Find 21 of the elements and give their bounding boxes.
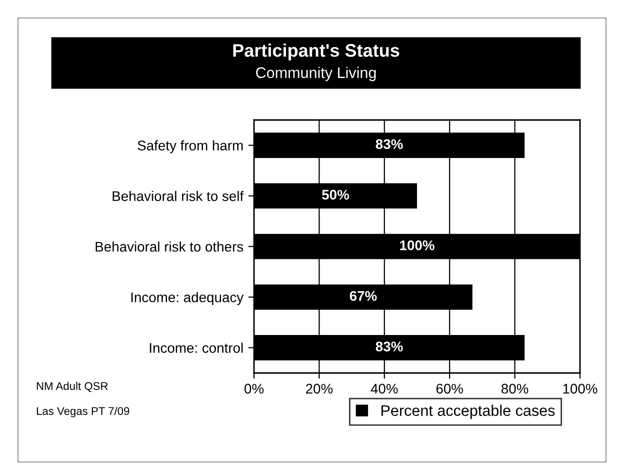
legend-label: Percent acceptable cases [382, 404, 555, 419]
text: 83% [376, 342, 403, 352]
text: 50% [322, 190, 350, 200]
text: 83% [376, 139, 403, 150]
text: NM Adult QSR [36, 382, 108, 392]
y-tick-label: Income: adequacy [131, 292, 244, 306]
x-tick-label: 0% [244, 384, 264, 394]
y-tick-label: Behavioral risk to others [96, 241, 244, 252]
chart-subtitle: Community Living [256, 66, 376, 82]
text: Las Vegas PT 7/09 [36, 406, 130, 418]
y-tick-label: Income: control [150, 342, 243, 353]
x-tick-label: 100% [563, 384, 598, 394]
text: 100% [400, 240, 434, 250]
x-tick-label: 80% [502, 384, 528, 394]
y-tick-label: Behavioral risk to self [112, 190, 244, 202]
y-tick-label: Safety from harm [138, 140, 243, 154]
x-tick-label: 60% [436, 384, 464, 394]
x-tick-label: 20% [306, 384, 333, 394]
text: 67% [350, 290, 377, 301]
x-tick-label: 40% [370, 384, 398, 394]
chart-title: Participant's Status [233, 44, 400, 60]
